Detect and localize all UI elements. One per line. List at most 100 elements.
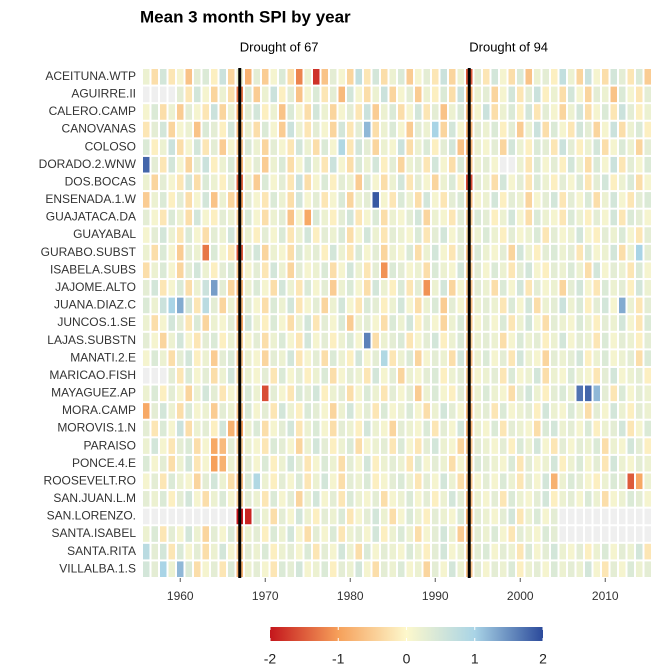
cell	[644, 156, 651, 173]
cell	[202, 508, 209, 525]
cell	[177, 455, 184, 472]
cell	[542, 491, 549, 507]
cell	[525, 455, 532, 472]
cell	[219, 438, 226, 454]
cell	[270, 473, 277, 490]
cell	[177, 244, 184, 261]
cell	[296, 104, 303, 120]
cell	[491, 192, 498, 208]
cell	[423, 508, 430, 525]
cell	[551, 350, 558, 366]
cell	[219, 526, 226, 542]
cell	[372, 262, 379, 279]
cell	[185, 192, 192, 208]
cell	[568, 420, 575, 437]
cell	[245, 561, 252, 577]
cell	[449, 297, 456, 314]
cell	[143, 297, 150, 314]
cell	[398, 280, 405, 296]
cell	[602, 174, 609, 191]
cell	[270, 367, 277, 384]
cell	[517, 403, 524, 419]
cell	[245, 174, 252, 191]
cell	[313, 438, 320, 454]
cell	[508, 156, 515, 173]
cell	[627, 192, 634, 208]
cell	[551, 209, 558, 226]
cell	[483, 297, 490, 314]
cell	[474, 86, 481, 103]
cell	[287, 209, 294, 226]
cell	[432, 491, 439, 507]
cell	[296, 69, 303, 85]
cell	[551, 315, 558, 331]
cell	[338, 526, 345, 542]
cell	[534, 420, 541, 437]
cell	[491, 121, 498, 138]
cell	[610, 280, 617, 296]
cell	[211, 543, 218, 560]
cell	[381, 262, 388, 279]
cell	[432, 455, 439, 472]
cell	[330, 543, 337, 560]
cell	[194, 280, 201, 296]
cell	[398, 367, 405, 384]
cell	[151, 561, 158, 577]
cell	[253, 297, 260, 314]
cell	[262, 315, 269, 331]
cell	[627, 403, 634, 419]
cell	[279, 473, 286, 490]
cell	[483, 227, 490, 243]
cell	[619, 508, 626, 525]
cell	[593, 315, 600, 331]
cell	[627, 244, 634, 261]
cell	[559, 543, 566, 560]
cell	[347, 244, 354, 261]
cell	[568, 209, 575, 226]
cell	[279, 244, 286, 261]
cell	[593, 280, 600, 296]
cell	[304, 385, 311, 402]
cell	[185, 438, 192, 454]
cell	[602, 526, 609, 542]
cell	[610, 491, 617, 507]
cell	[449, 262, 456, 279]
cell	[517, 69, 524, 85]
cell	[313, 332, 320, 349]
cell	[287, 367, 294, 384]
cell	[585, 561, 592, 577]
cell	[491, 156, 498, 173]
cell	[304, 438, 311, 454]
cell	[593, 403, 600, 419]
cell	[415, 526, 422, 542]
cell	[338, 561, 345, 577]
cell	[610, 473, 617, 490]
cell	[194, 262, 201, 279]
cell	[185, 139, 192, 155]
cell	[491, 491, 498, 507]
cell	[415, 561, 422, 577]
cell	[168, 526, 175, 542]
cell	[202, 244, 209, 261]
cell	[423, 350, 430, 366]
cell	[644, 332, 651, 349]
cell	[168, 192, 175, 208]
cell	[228, 491, 235, 507]
cell	[415, 69, 422, 85]
cell	[287, 297, 294, 314]
y-tick-label: AGUIRRE.II	[71, 87, 136, 101]
cell	[177, 104, 184, 120]
cell	[406, 508, 413, 525]
cell	[483, 156, 490, 173]
cell	[576, 139, 583, 155]
cell	[491, 543, 498, 560]
cell	[245, 227, 252, 243]
cell	[372, 367, 379, 384]
cell	[313, 491, 320, 507]
cell	[491, 350, 498, 366]
cell	[202, 403, 209, 419]
cell	[177, 174, 184, 191]
cell	[177, 280, 184, 296]
cell	[321, 438, 328, 454]
cell	[279, 262, 286, 279]
